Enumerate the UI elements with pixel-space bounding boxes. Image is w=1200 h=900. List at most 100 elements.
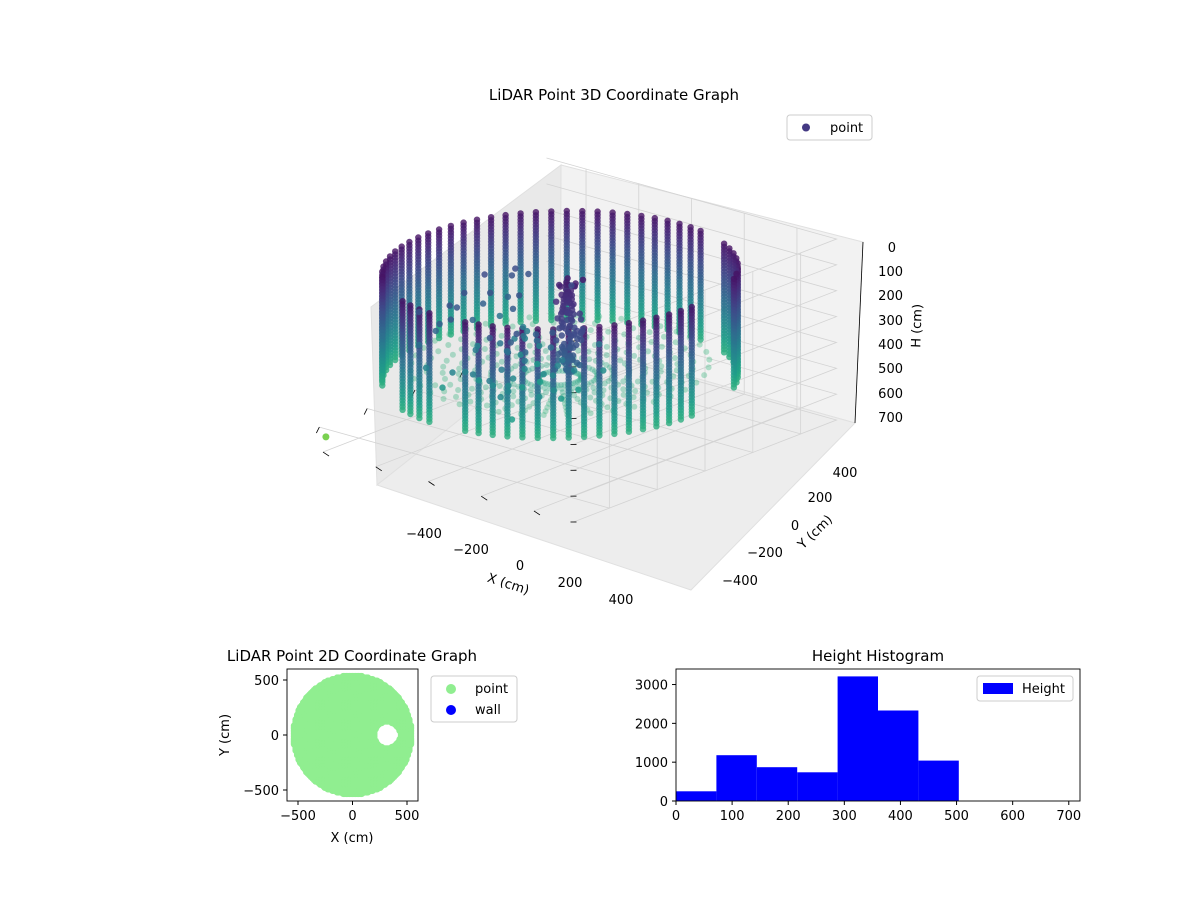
wall-point [594,317,601,324]
floor-point [526,314,533,321]
floor-point [603,362,610,368]
object-point [558,332,565,339]
floor-point [634,378,641,385]
floor-point [645,348,651,355]
stray-point [513,330,520,338]
stray-point [508,416,516,423]
stray-point [475,377,483,384]
floor-point [589,366,596,373]
stray-point [446,302,453,309]
stray-point [504,293,512,300]
floor-point [706,356,713,363]
wall-point [489,431,496,439]
floor-point [483,402,490,409]
stray-point [520,332,527,340]
object-point [564,309,571,317]
stray-point [496,312,503,320]
floor-point [605,328,612,335]
chart-3d-y-ticks: 400 200 0 −200 −400 [722,466,857,589]
legend-frame [786,114,873,141]
stray-point [462,368,469,376]
floor-point [558,385,565,392]
floor-point [498,332,505,339]
floor-point [574,378,581,385]
floor-point [586,356,593,363]
floor-point [435,348,442,355]
floor-point [575,347,582,354]
stray-point [432,327,439,335]
y3d-tick-mark [322,451,330,457]
floor-point [661,333,667,340]
wall-point [504,433,511,440]
chart-3d-y-axis-label: Y (cm) [795,512,836,553]
stray-point [436,320,443,328]
chart-3d-z-ticks: 0 100 200 300 400 500 600 700 [878,241,903,426]
floor-point [617,357,624,364]
z3d-tick-label: 600 [878,387,903,402]
object-point [569,317,576,324]
object-point [553,298,560,305]
stray-point [489,382,497,389]
stray-point [550,387,557,394]
floor-point [554,382,561,389]
stray-point [596,341,603,348]
wall-point [399,406,406,413]
wall-point [462,427,469,434]
floor-point [630,394,637,401]
stray-point [522,349,529,356]
floor-point [482,384,489,391]
stray-point [516,292,523,299]
chart-3d-x-axis-label: X (cm) [485,571,531,599]
legend-marker-point [802,123,810,132]
stray-point [505,388,512,395]
stray-point [521,365,528,373]
stray-point [509,305,517,312]
floor-point [574,396,581,402]
y3d-tick-label: 200 [808,491,833,506]
stray-point [533,337,541,344]
wall-point [653,423,660,430]
floor-point [588,379,595,386]
floor-point [646,329,653,336]
floor-point [696,341,703,348]
stray-point [469,316,476,324]
wall-point [596,432,603,439]
object-point [576,310,583,317]
floor-point [631,352,638,359]
chart-3d-title: LiDAR Point 3D Coordinate Graph [489,86,739,104]
stray-point [498,366,505,373]
floor-point [540,412,547,418]
stray-point [447,316,454,323]
floor-point [603,343,610,350]
stray-point [487,289,494,296]
stray-point [508,272,516,279]
object-point [567,344,574,352]
stray-point [525,270,532,278]
wall-point [611,430,618,438]
floor-point [631,403,638,410]
chart-3d-points [322,207,741,442]
floor-point [467,398,474,405]
floor-point [527,387,534,394]
stray-point [481,271,488,278]
stray-point [554,362,561,369]
stray-point [461,289,468,297]
wall-point [565,434,572,441]
object-point [570,311,577,318]
floor-point [587,327,594,334]
wall-point [532,317,540,324]
floor-point [514,344,521,351]
stray-point [568,282,575,289]
floor-point [604,404,611,411]
floor-point [575,371,582,377]
y3d-tick-mark [375,466,382,472]
floor-point [456,365,463,372]
legend-label-point: point [830,121,863,136]
wall-point [426,418,433,425]
floor-point [496,383,503,389]
object-point [577,316,585,323]
x3d-tick-label: 0 [516,559,524,574]
floor-point [528,391,535,398]
floor-point [469,385,475,392]
stray-point [575,386,582,393]
